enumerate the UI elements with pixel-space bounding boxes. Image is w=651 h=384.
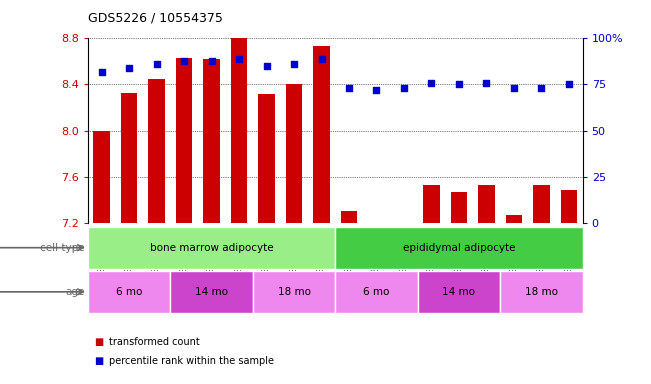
- Point: [96, 68, 107, 74]
- Text: 6 mo: 6 mo: [363, 287, 390, 297]
- Bar: [533, 185, 549, 223]
- Bar: [286, 84, 302, 223]
- Text: 18 mo: 18 mo: [525, 287, 558, 297]
- Point: [454, 81, 464, 88]
- Point: [124, 65, 134, 71]
- Text: bone marrow adipocyte: bone marrow adipocyte: [150, 243, 273, 253]
- Point: [316, 56, 327, 62]
- Bar: [423, 185, 439, 223]
- Text: ■: ■: [94, 337, 104, 347]
- Bar: [335, 227, 583, 269]
- Bar: [171, 271, 253, 313]
- Bar: [478, 185, 495, 223]
- Bar: [121, 93, 137, 223]
- Text: 6 mo: 6 mo: [116, 287, 143, 297]
- Text: 14 mo: 14 mo: [443, 287, 475, 297]
- Bar: [88, 271, 171, 313]
- Bar: [203, 59, 220, 223]
- Point: [426, 79, 437, 86]
- Bar: [450, 192, 467, 223]
- Bar: [418, 271, 500, 313]
- Bar: [258, 94, 275, 223]
- Bar: [561, 190, 577, 223]
- Text: cell type: cell type: [40, 243, 85, 253]
- Point: [371, 87, 381, 93]
- Text: transformed count: transformed count: [109, 337, 199, 347]
- Bar: [253, 271, 335, 313]
- Bar: [88, 227, 335, 269]
- Bar: [500, 271, 583, 313]
- Bar: [506, 215, 522, 223]
- Point: [508, 85, 519, 91]
- Text: GDS5226 / 10554375: GDS5226 / 10554375: [88, 12, 223, 25]
- Text: percentile rank within the sample: percentile rank within the sample: [109, 356, 273, 366]
- Text: 18 mo: 18 mo: [277, 287, 311, 297]
- Bar: [231, 38, 247, 223]
- Bar: [176, 58, 192, 223]
- Bar: [148, 79, 165, 223]
- Point: [481, 79, 492, 86]
- Point: [206, 58, 217, 64]
- Point: [179, 58, 189, 64]
- Bar: [340, 211, 357, 223]
- Bar: [368, 223, 385, 234]
- Text: age: age: [65, 287, 85, 297]
- Text: 14 mo: 14 mo: [195, 287, 228, 297]
- Point: [152, 61, 162, 67]
- Point: [564, 81, 574, 88]
- Text: epididymal adipocyte: epididymal adipocyte: [403, 243, 515, 253]
- Bar: [335, 271, 418, 313]
- Point: [234, 56, 244, 62]
- Point: [399, 85, 409, 91]
- Point: [344, 85, 354, 91]
- Point: [261, 63, 271, 69]
- Bar: [93, 131, 110, 223]
- Bar: [313, 46, 330, 223]
- Text: ■: ■: [94, 356, 104, 366]
- Point: [536, 85, 547, 91]
- Point: [289, 61, 299, 67]
